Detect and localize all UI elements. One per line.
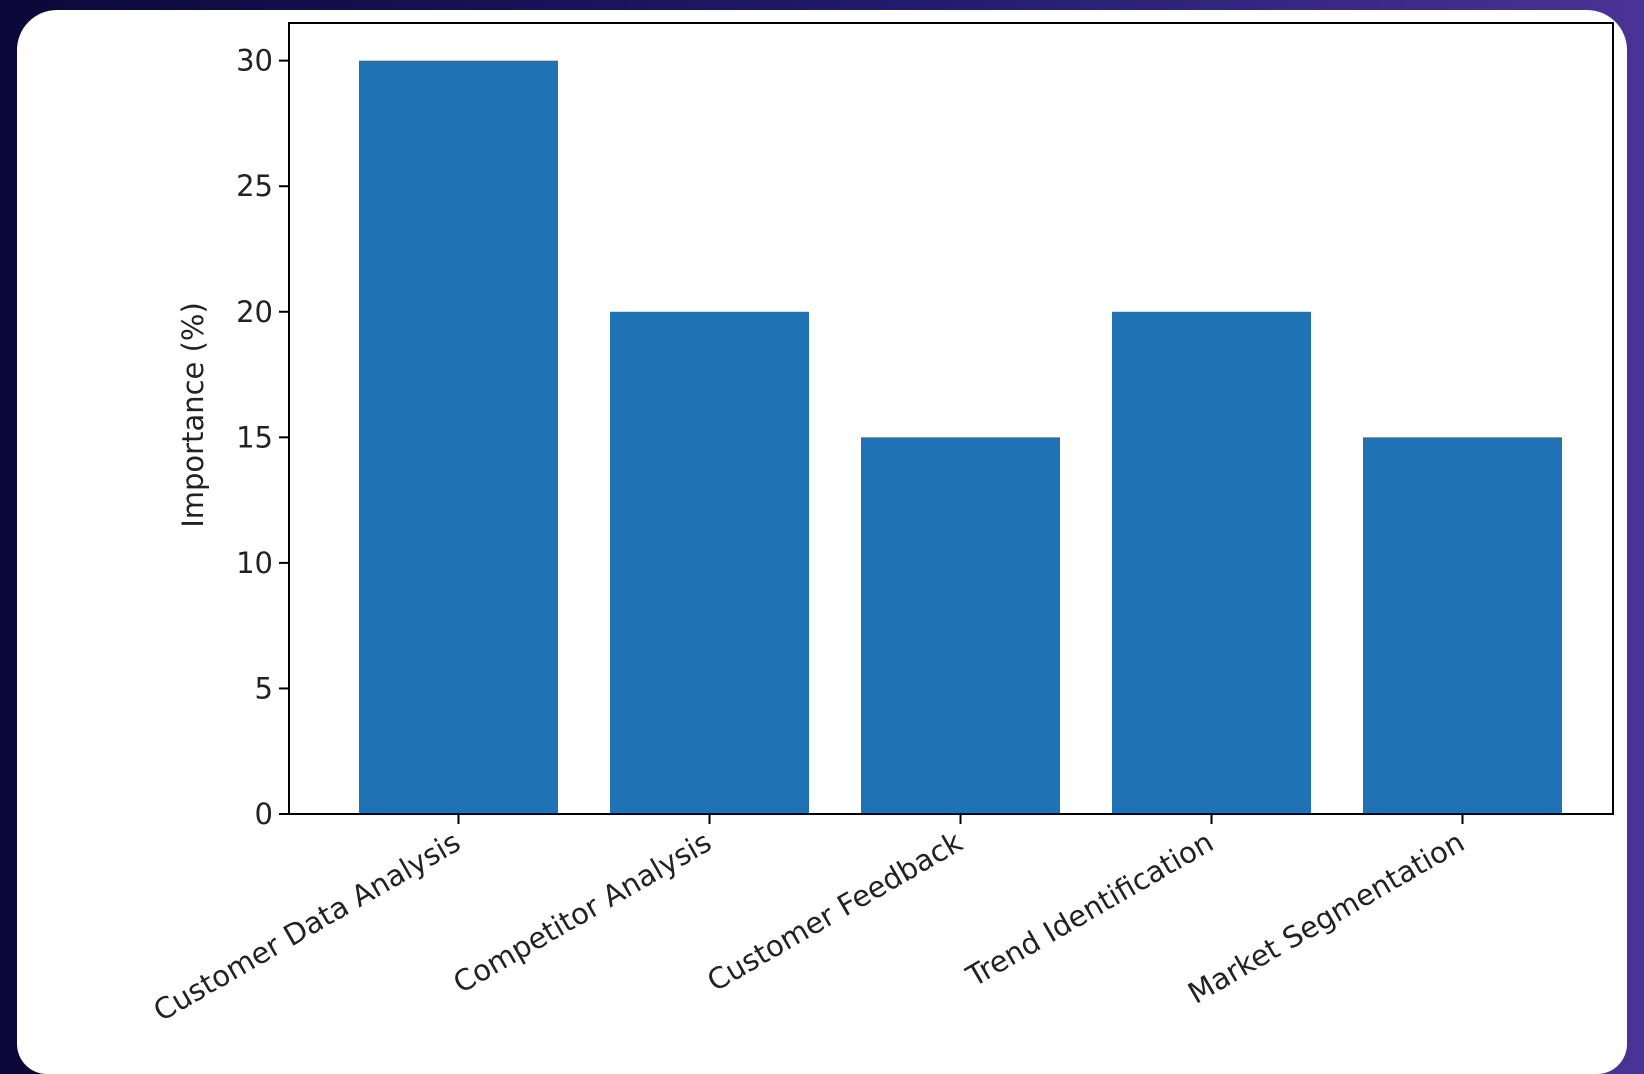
bar xyxy=(610,311,809,814)
bar xyxy=(1363,437,1562,814)
chart-card: 0 5 10 15 20 25 30 Customer Data Analysis Compe… xyxy=(17,10,1627,1074)
x-tick-label: Competitor Analysis xyxy=(447,825,717,1000)
y-tick-label: 0 xyxy=(255,797,273,831)
bar xyxy=(861,437,1060,814)
y-tick-label: 10 xyxy=(236,546,273,580)
bar-chart: 0 5 10 15 20 25 30 Customer Data AnalysisCompe… xyxy=(148,22,1614,1028)
x-tick-label: Customer Data Analysis xyxy=(148,825,466,1028)
x-tick-label: Market Segmentation xyxy=(1182,825,1470,1011)
y-tick-label: 5 xyxy=(255,671,273,705)
y-tick-label: 20 xyxy=(236,295,273,329)
x-tick-label: Customer Feedback xyxy=(701,825,968,999)
y-tick-label: 15 xyxy=(236,420,273,454)
bar xyxy=(359,60,558,814)
y-axis-title: Importance (%) xyxy=(176,302,210,528)
bars-layer xyxy=(359,60,1562,814)
plot-frame xyxy=(288,22,1614,815)
bar xyxy=(1112,311,1311,814)
y-tick-label: 25 xyxy=(236,169,273,203)
x-tick-label: Trend Identification xyxy=(960,825,1219,994)
y-tick-label: 30 xyxy=(236,44,273,78)
y-axis: 0 5 10 15 20 25 30 xyxy=(236,44,289,831)
